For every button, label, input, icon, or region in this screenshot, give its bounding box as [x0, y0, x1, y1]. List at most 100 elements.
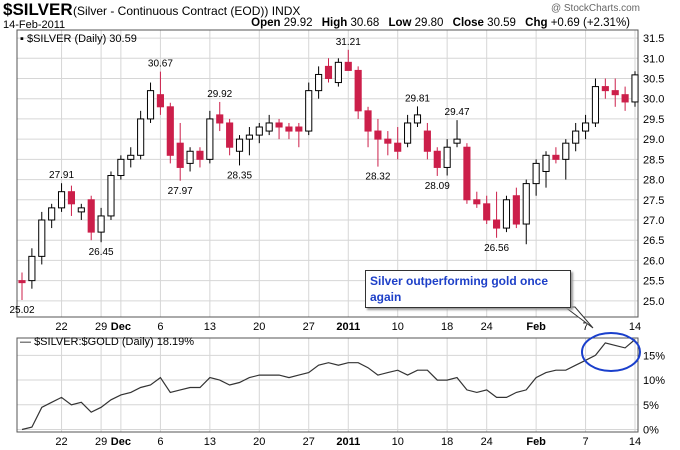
- main-panel-frame: [16, 29, 639, 318]
- candle-down: [364, 106, 372, 148]
- copyright-notice: @ StockCharts.com: [550, 3, 640, 14]
- price-label: 28.09: [425, 181, 450, 192]
- candle-up: [572, 122, 580, 152]
- low-label: Low: [388, 17, 412, 29]
- low-value: 29.80: [414, 17, 444, 29]
- candle-body: [127, 154, 135, 160]
- close-label: Close: [452, 17, 484, 29]
- candle-body: [18, 280, 26, 284]
- candle-body: [601, 86, 609, 92]
- main-y-tick-label: 31.0: [643, 53, 664, 65]
- main-y-tick-label: 25.0: [643, 296, 664, 308]
- candle-body: [394, 142, 402, 152]
- candle-body: [502, 199, 511, 229]
- candle-down: [275, 118, 283, 140]
- lower-x-tick-label: 10: [392, 436, 404, 448]
- lower-y-tick-label: 10%: [643, 375, 665, 387]
- price-label: 29.47: [445, 107, 470, 118]
- candle-down: [226, 118, 234, 156]
- chart-symbol: $SILVER: [3, 0, 73, 19]
- candle-body: [117, 158, 125, 177]
- candle-down: [433, 147, 441, 176]
- candle-body: [315, 73, 323, 92]
- main-y-tick-label: 26.0: [643, 255, 664, 267]
- candle-up: [502, 195, 511, 233]
- candle-down: [354, 66, 362, 119]
- main-y-tick-label: 25.5: [643, 276, 664, 288]
- main-x-tick-label: 29: [95, 321, 107, 333]
- main-legend-text: $SILVER (Daily) 30.59: [26, 33, 137, 45]
- candle-body: [453, 138, 461, 144]
- candle-down: [423, 122, 431, 160]
- candle-body: [275, 122, 283, 128]
- highlight-ellipse: [581, 332, 641, 372]
- candle-body: [522, 183, 530, 225]
- candle-up: [334, 58, 342, 87]
- candle-body: [137, 118, 145, 156]
- lower-x-tick-label: 7: [583, 436, 589, 448]
- price-label: 28.32: [365, 172, 390, 183]
- candle-up: [28, 248, 36, 289]
- candle-body: [463, 146, 471, 201]
- lower-x-tick-label: Dec: [111, 436, 131, 448]
- main-y-tick-label: 27.5: [643, 195, 664, 207]
- lower-panel-grid: [17, 338, 638, 432]
- main-x-tick-label: 7: [583, 321, 589, 333]
- candle-up: [235, 135, 244, 166]
- main-y-tick-label: 26.5: [643, 235, 664, 247]
- candle-up: [255, 122, 263, 144]
- candle-down: [611, 78, 619, 107]
- lower-x-tick-label: 6: [157, 436, 163, 448]
- price-label: 29.92: [207, 89, 232, 100]
- main-x-tick-label: 14: [629, 321, 641, 333]
- candle-down: [374, 118, 382, 167]
- lower-y-tick-label: 0%: [643, 425, 659, 437]
- candle-body: [443, 146, 451, 168]
- lower-panel-axes: 0% 5% 10% 15% 22 29 Dec 6 13 20 27 2011 10 18 24 Feb 7 14: [16, 337, 665, 448]
- price-label: 26.56: [484, 243, 509, 254]
- lower-panel-legend: — $SILVER:$GOLD (Daily) 18.19%: [20, 336, 194, 348]
- close-value: 30.59: [487, 17, 516, 29]
- main-panel-legend: ▪ $SILVER (Daily) 30.59: [20, 33, 137, 45]
- candle-body: [245, 134, 253, 140]
- candle-down: [295, 122, 303, 148]
- lower-x-tick-label: 2011: [336, 436, 360, 448]
- change-label: Chg: [525, 17, 548, 29]
- candle-up: [542, 151, 550, 188]
- high-label: High: [321, 17, 348, 29]
- candle-body: [562, 142, 570, 160]
- candle-down: [473, 191, 481, 208]
- price-label: 29.81: [405, 93, 430, 104]
- legend-swatch-icon: ▪: [20, 33, 24, 45]
- change-value: +0.69 (+2.31%): [550, 17, 630, 29]
- candle-body: [621, 94, 629, 103]
- candle-body: [156, 94, 164, 108]
- candle-up: [315, 66, 323, 99]
- candle-down: [324, 58, 333, 83]
- lower-x-tick-label: 24: [481, 436, 493, 448]
- candle-up: [413, 106, 422, 128]
- price-label: 28.35: [227, 170, 252, 181]
- candle-up: [127, 147, 135, 168]
- candle-body: [265, 122, 273, 132]
- candle-body: [196, 150, 204, 160]
- candle-up: [532, 159, 540, 196]
- lower-y-tick-label: 15%: [643, 350, 665, 362]
- exchange-code: INDX: [271, 4, 301, 18]
- candle-down: [156, 71, 164, 115]
- candle-body: [631, 74, 639, 103]
- candle-down: [384, 131, 392, 156]
- candle-body: [374, 130, 382, 140]
- main-y-tick-label: 28.0: [643, 175, 664, 187]
- candle-body: [48, 207, 56, 221]
- main-x-tick-label: 27: [303, 321, 315, 333]
- candle-body: [166, 106, 174, 156]
- candle-down: [483, 195, 491, 225]
- ratio-series: [21, 339, 636, 431]
- high-value: 30.68: [350, 17, 380, 29]
- candle-down: [601, 78, 609, 99]
- candle-body: [483, 203, 491, 221]
- candle-body: [532, 162, 540, 185]
- instrument-name: (Silver - Continuous Contract (EOD)): [73, 4, 269, 18]
- candle-up: [581, 114, 590, 140]
